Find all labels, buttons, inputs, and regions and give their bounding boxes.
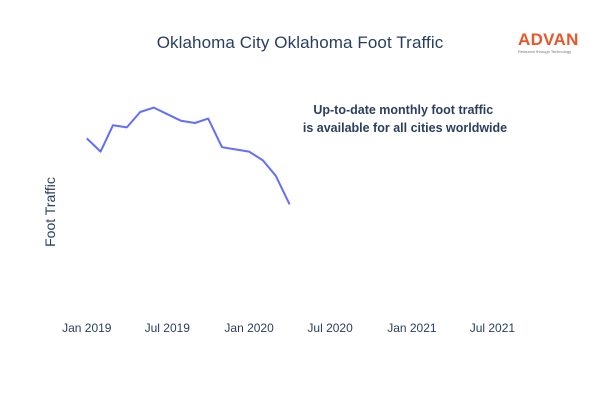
annotation-text: Up-to-date monthly foot traffic is avail… — [303, 103, 507, 135]
x-tick-label: Jul 2019 — [145, 321, 191, 335]
annotation-line-2: is available for all cities worldwide — [303, 121, 507, 135]
advan-logo: ADVAN Research through Technology — [518, 31, 582, 59]
plot-area — [86, 106, 291, 205]
brand-tagline: Research through Technology — [518, 49, 572, 54]
x-tick-label: Jan 2019 — [62, 321, 112, 335]
series-line-0 — [86, 106, 291, 205]
x-axis-ticks: Jan 2019 Jul 2019 Jan 2020 Jul 2020 Jan 2021… — [62, 321, 515, 335]
x-tick-label: Jan 2021 — [387, 321, 437, 335]
y-axis-label: Foot Traffic — [42, 177, 58, 247]
annotation-line-1: Up-to-date monthly foot traffic — [313, 103, 493, 117]
x-tick-label: Jan 2020 — [224, 321, 274, 335]
x-tick-label: Jul 2021 — [470, 321, 516, 335]
brand-name: ADVAN — [518, 30, 579, 49]
chart-title: Oklahoma City Oklahoma Foot Traffic — [156, 33, 444, 52]
x-tick-label: Jul 2020 — [307, 321, 353, 335]
